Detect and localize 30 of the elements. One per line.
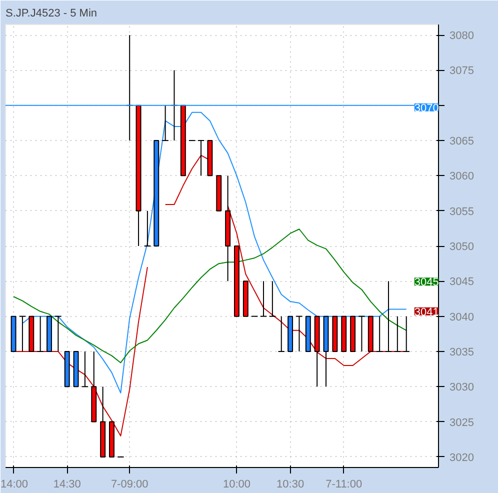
y-tick-label: 3080 [450, 30, 474, 42]
x-tick-label: 7-09:00 [110, 478, 148, 490]
y-tick-label: 3030 [450, 382, 474, 394]
y-tick-label: 3055 [450, 206, 474, 218]
chart-title: S.JP.J4523 - 5 Min [6, 8, 98, 20]
x-tick-label: 14:30 [53, 478, 81, 490]
y-tick-label: 3045 [450, 276, 474, 288]
line-series [22, 112, 407, 394]
candlestick [402, 316, 410, 352]
y-tick-label: 3035 [450, 346, 474, 358]
y-tick-label: 3020 [450, 452, 474, 464]
y-tick-label: 3065 [450, 136, 474, 148]
y-tick-label: 3040 [450, 311, 474, 324]
x-tick-label: 10:00 [222, 478, 250, 490]
candlestick [358, 316, 366, 352]
candlestick [54, 316, 62, 352]
candlestick [278, 316, 285, 352]
text: 3041 [414, 306, 439, 318]
y-tick-label: 3060 [450, 170, 474, 183]
candlestick [296, 316, 303, 352]
y-tick-label: 3050 [450, 241, 474, 253]
candlestick [162, 104, 169, 142]
candlestick [36, 316, 44, 352]
x-tick-label: 14:00 [0, 478, 28, 490]
x-tick-label: 10:30 [276, 478, 304, 490]
x-tick-label: 7-11:00 [326, 478, 362, 490]
y-tick-label: 3075 [450, 65, 474, 78]
line-series [13, 228, 407, 364]
y-tick-label: 3025 [450, 416, 474, 429]
ref-line-label: 3070 [414, 102, 439, 114]
